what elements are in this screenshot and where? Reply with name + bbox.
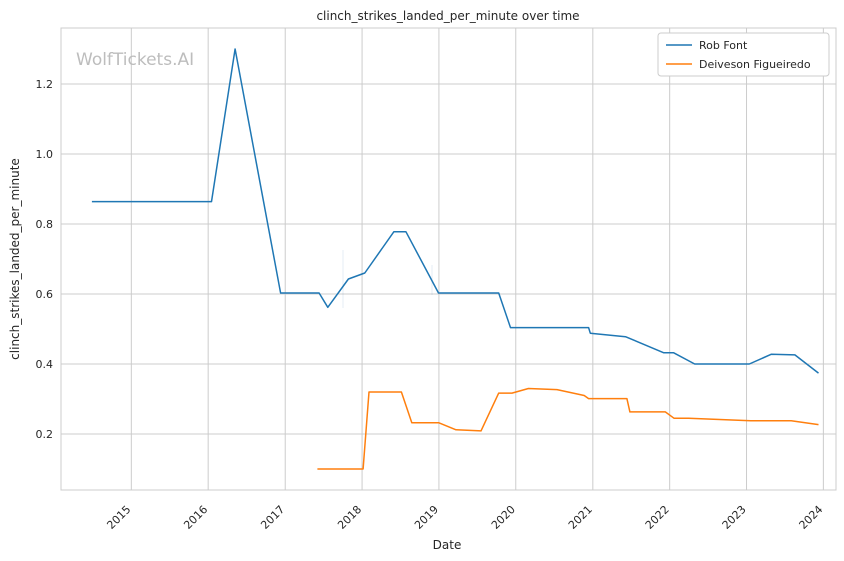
series-line-deiveson-figueiredo	[317, 387, 819, 470]
legend-label-rob-font: Rob Font	[699, 39, 748, 52]
y-tick-labels: 0.2 0.4 0.6 0.8 1.0 1.2	[36, 78, 54, 441]
watermark: WolfTickets.AI	[76, 50, 194, 70]
y-tick-label: 1.0	[36, 148, 54, 161]
y-tick-label: 1.2	[36, 78, 54, 91]
y-tick-label: 0.4	[36, 358, 54, 371]
legend: Rob Font Deiveson Figueiredo	[657, 32, 830, 77]
legend-label-deiveson-figueiredo: Deiveson Figueiredo	[699, 58, 811, 71]
series-line-rob-font	[91, 48, 819, 374]
y-tick-label: 0.2	[36, 428, 54, 441]
legend-box	[657, 32, 830, 77]
y-axis-label: clinch_strikes_landed_per_minute	[8, 158, 22, 360]
x-axis-label: Date	[433, 538, 462, 552]
grid	[61, 28, 836, 490]
series-layer	[91, 48, 819, 470]
plot-border	[60, 27, 837, 491]
plot-area	[61, 28, 836, 490]
y-tick-label: 0.6	[36, 288, 54, 301]
y-tick-label: 0.8	[36, 218, 54, 231]
chart-title: clinch_strikes_landed_per_minute over ti…	[316, 9, 579, 23]
